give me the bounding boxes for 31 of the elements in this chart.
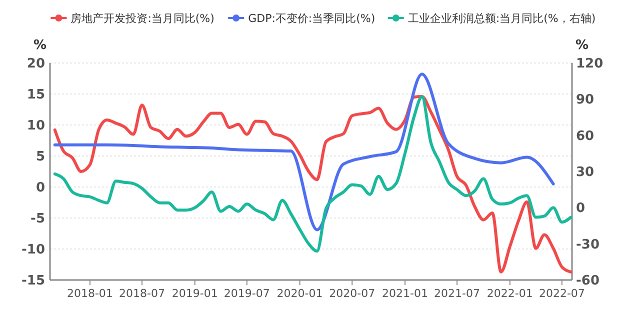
x-tick-label: 2019-07: [224, 287, 270, 300]
y2-tick-label: 0: [576, 201, 586, 216]
x-tick-label: 2021-07: [434, 287, 480, 300]
line-series: [53, 72, 555, 232]
x-tick-label: 2019-01: [172, 287, 218, 300]
y2-axis-title: %: [575, 38, 589, 53]
y-tick-label: -5: [30, 212, 45, 227]
x-tick-label: 2018-01: [66, 287, 113, 300]
y-tick-label: -10: [22, 242, 45, 258]
y2-tick-label: -30: [576, 237, 600, 252]
legend-label: 工业企业利润总额:当月同比(%，右轴): [408, 12, 596, 25]
x-tick-label: 2020-01: [276, 287, 323, 300]
y-tick-label: 0: [36, 180, 45, 196]
y2-tick-label: 30: [576, 165, 594, 180]
y-tick-label: 10: [26, 118, 45, 134]
x-tick-label: 2021-01: [382, 287, 428, 300]
y2-tick-label: 90: [576, 92, 594, 108]
x-tick-label: 2022-07: [538, 287, 585, 300]
y-tick-label: 20: [26, 56, 45, 72]
y2-tick-label: 120: [576, 56, 604, 72]
y2-tick-label: -60: [576, 274, 600, 289]
y-tick-label: -15: [22, 274, 45, 289]
x-tick-label: 2022-01: [486, 287, 533, 300]
x-tick-label: 2018-07: [119, 287, 165, 300]
legend-label: 房地产开发投资:当月同比(%): [70, 12, 214, 25]
y-tick-label: 15: [26, 88, 45, 103]
y-axis-title: %: [33, 38, 47, 53]
x-tick-label: 2020-07: [329, 287, 376, 300]
y-tick-label: 5: [36, 150, 45, 165]
y2-tick-label: 60: [576, 128, 594, 144]
legend-label: GDP:不变价:当季同比(%): [248, 12, 376, 25]
